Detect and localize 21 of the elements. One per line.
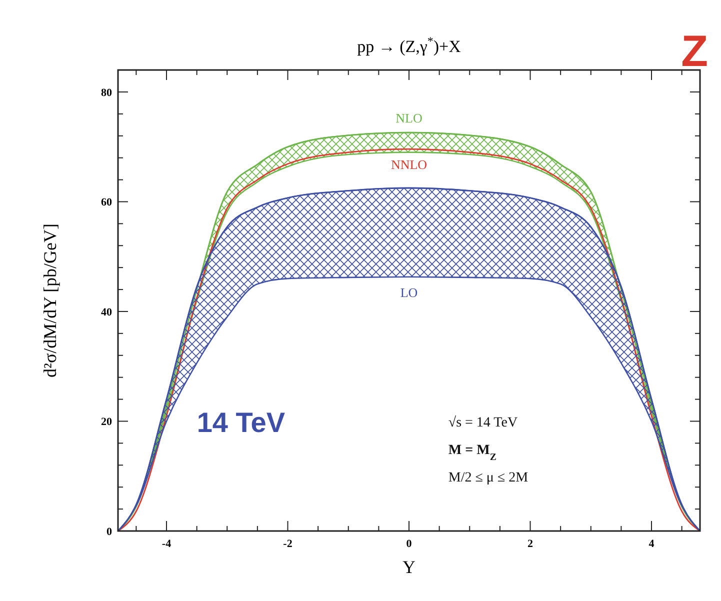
x-tick-label: -4 [162, 538, 172, 550]
annotation: √s = 14 TeV [448, 414, 518, 431]
x-axis-title: Y [402, 557, 416, 577]
y-tick-label: 0 [106, 526, 112, 538]
annotation: M/2 ≤ μ ≤ 2M [448, 470, 529, 486]
x-tick-label: 4 [648, 538, 655, 550]
annotation: M = M$_{Z}$ [448, 443, 497, 463]
annotation: Z [681, 27, 708, 76]
y-axis-title: d²σ/dM/dY [pb/GeV] [40, 224, 60, 378]
series-label: NNLO [390, 157, 428, 172]
x-tick-label: 0 [406, 538, 412, 550]
annotation: 14 TeV [196, 407, 286, 438]
y-tick-label: 20 [101, 416, 112, 428]
y-tick-label: 80 [101, 86, 112, 99]
series-label: NLO [396, 110, 422, 126]
x-tick-label: -2 [283, 538, 293, 550]
chart-title: pp → (Z,γ$^{*}$)+X [357, 34, 461, 56]
text: LO [400, 284, 418, 300]
y-tick-label: 40 [101, 306, 112, 318]
y-tick-label: 60 [101, 196, 112, 209]
x-tick-label: 2 [528, 538, 534, 550]
